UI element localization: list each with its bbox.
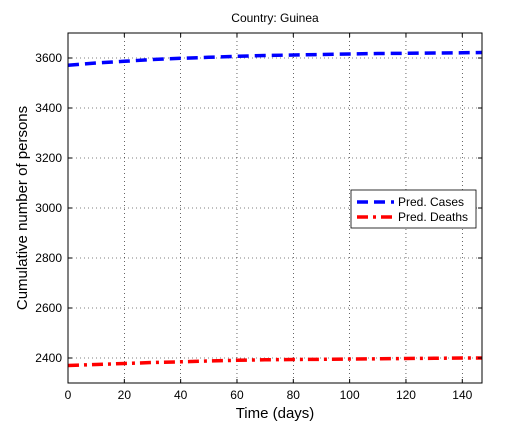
legend: Pred. Cases Pred. Deaths <box>350 189 477 229</box>
y-tick-label: 2800 <box>35 251 62 265</box>
x-tick-label: 0 <box>65 388 72 402</box>
y-tick-label: 3600 <box>35 51 62 65</box>
x-tick-label: 20 <box>118 388 132 402</box>
x-tick-label: 40 <box>174 388 188 402</box>
legend-label-pred-cases: Pred. Cases <box>398 195 464 209</box>
x-tick-label: 80 <box>287 388 301 402</box>
series-line-pred-cases <box>67 50 483 68</box>
x-tick-labels: 0 20 40 60 80 100 120 140 <box>65 388 473 402</box>
y-tick-label: 2400 <box>35 351 62 365</box>
axis-ticks <box>67 33 482 383</box>
y-tick-label: 3200 <box>35 151 62 165</box>
x-tick-label: 60 <box>230 388 244 402</box>
chart-title: Country: Guinea <box>231 11 319 25</box>
x-axis-label: Time (days) <box>236 405 315 422</box>
legend-box <box>350 189 477 229</box>
y-tick-label: 3000 <box>35 201 62 215</box>
y-axis-label: Cumulative number of persons <box>14 106 31 310</box>
y-tick-label: 3400 <box>35 101 62 115</box>
legend-label-pred-deaths: Pred. Deaths <box>398 210 468 224</box>
y-tick-labels: 2400 2600 2800 3000 3200 3400 3600 <box>35 51 62 365</box>
series-line-pred-deaths <box>67 356 482 368</box>
x-tick-label: 140 <box>452 388 472 402</box>
series-group <box>67 50 483 368</box>
x-tick-label: 120 <box>396 388 416 402</box>
y-tick-label: 2600 <box>35 301 62 315</box>
x-tick-label: 100 <box>340 388 360 402</box>
